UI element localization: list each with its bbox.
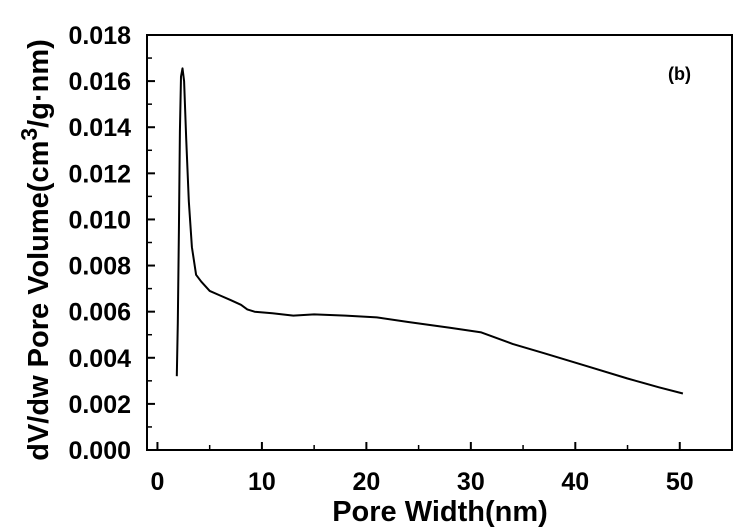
y-tick-label: 0.018 <box>68 22 131 50</box>
x-tick-label: 0 <box>150 468 164 496</box>
series-line <box>175 67 684 395</box>
y-tick-label: 0.014 <box>68 114 131 142</box>
axis-ticks <box>147 34 681 451</box>
y-axis-title-tail: /g·nm) <box>23 39 55 128</box>
y-axis-title-main: dV/dw Pore Volume(cm <box>23 141 55 461</box>
plot-frame <box>146 34 733 451</box>
tick-labels: 0 10 20 30 40 50 0.000 0.002 0.004 0.006 0.008 0.01… <box>68 22 693 496</box>
y-tick-label: 0.002 <box>68 391 131 419</box>
y-tick-label: 0.000 <box>68 437 131 465</box>
x-tick-label: 10 <box>248 468 276 496</box>
plot-area-border <box>146 34 733 451</box>
x-tick-label: 40 <box>561 468 589 496</box>
x-axis-title: Pore Width(nm) <box>332 496 548 528</box>
panel-label: (b) <box>668 64 691 84</box>
y-tick-label: 0.016 <box>68 68 131 96</box>
y-tick-label: 0.006 <box>68 299 131 327</box>
x-tick-label: 30 <box>457 468 485 496</box>
x-tick-label: 50 <box>666 468 694 496</box>
series-layer <box>175 67 684 395</box>
y-tick-label: 0.010 <box>68 206 131 234</box>
y-axis-title: dV/dw Pore Volume(cm3/g·nm) <box>16 39 55 461</box>
y-tick-label: 0.004 <box>68 345 131 373</box>
y-tick-label: 0.012 <box>68 160 131 188</box>
y-tick-label: 0.008 <box>68 253 131 281</box>
y-axis-title-sup: 3 <box>16 128 42 141</box>
x-tick-label: 20 <box>352 468 380 496</box>
